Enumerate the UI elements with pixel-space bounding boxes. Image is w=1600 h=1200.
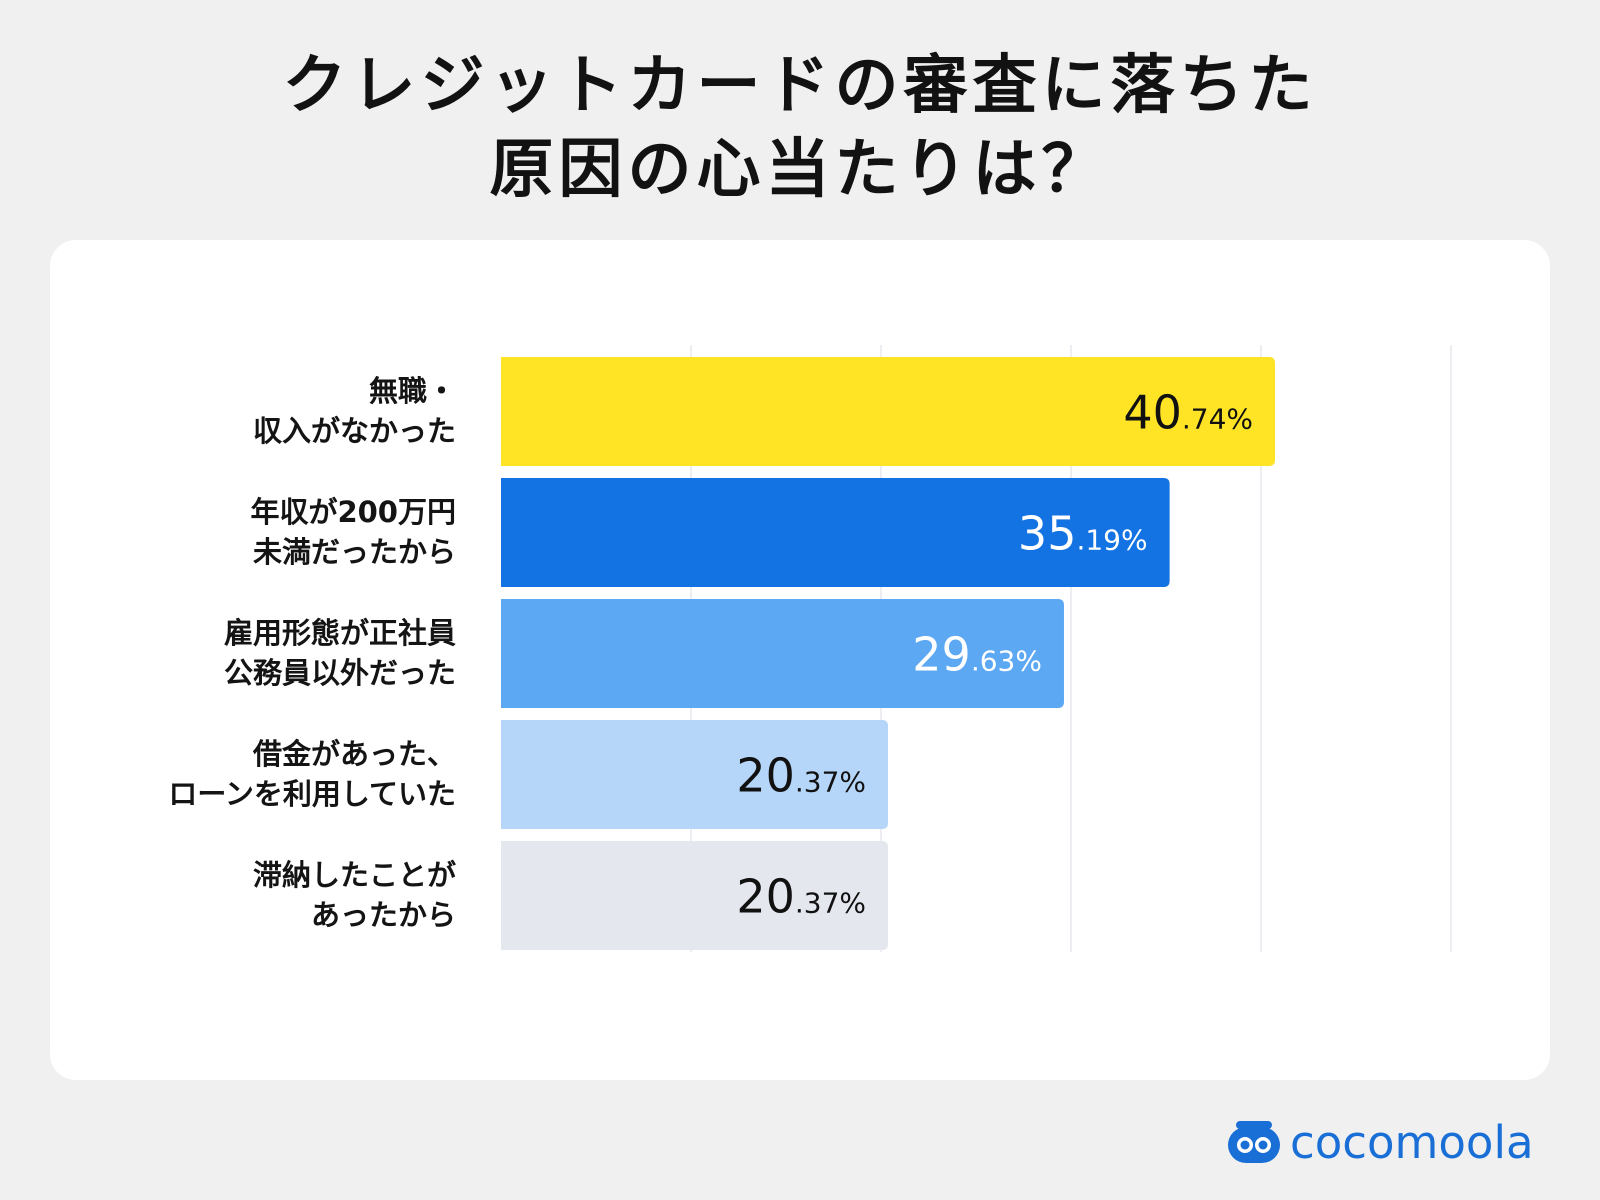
bar <box>501 478 1170 587</box>
bar-value-label: 29.63% <box>912 628 1042 682</box>
bar <box>501 357 1276 466</box>
robot-face-icon <box>1228 1121 1280 1163</box>
category-label: 滞納したことがあったから <box>253 858 456 932</box>
bar-value-label: 20.37% <box>736 749 866 803</box>
chart-title-line2: 原因の心当たりは？ <box>489 133 1111 207</box>
bar <box>501 720 889 829</box>
category-label: 年収が200万円未満だったから <box>250 495 456 569</box>
brand-logo: cocomoola <box>1226 1112 1534 1172</box>
chart-title-line1: クレジットカードの審査に落ちた <box>282 49 1318 123</box>
category-label: 無職・収入がなかった <box>253 374 456 448</box>
bar-value-label: 40.74% <box>1123 386 1253 440</box>
bar-chart: 40.74% 無職・収入がなかった 35.19% 年収が200万円未満だったから 29.… <box>168 345 1452 952</box>
bar <box>501 599 1064 708</box>
category-label: 借金があった、ローンを利用していた <box>168 737 456 811</box>
bar <box>501 841 889 950</box>
bar-value-label: 20.37% <box>736 870 866 924</box>
brand-name: cocomoola <box>1290 1115 1534 1169</box>
category-label: 雇用形態が正社員公務員以外だった <box>224 616 456 690</box>
chart-card: 40.74% 無職・収入がなかった 35.19% 年収が200万円未満だったから 29.… <box>50 240 1550 1080</box>
chart-title: クレジットカードの審査に落ちた 原因の心当たりは？ <box>0 44 1600 212</box>
bar-value-label: 35.19% <box>1018 507 1148 561</box>
